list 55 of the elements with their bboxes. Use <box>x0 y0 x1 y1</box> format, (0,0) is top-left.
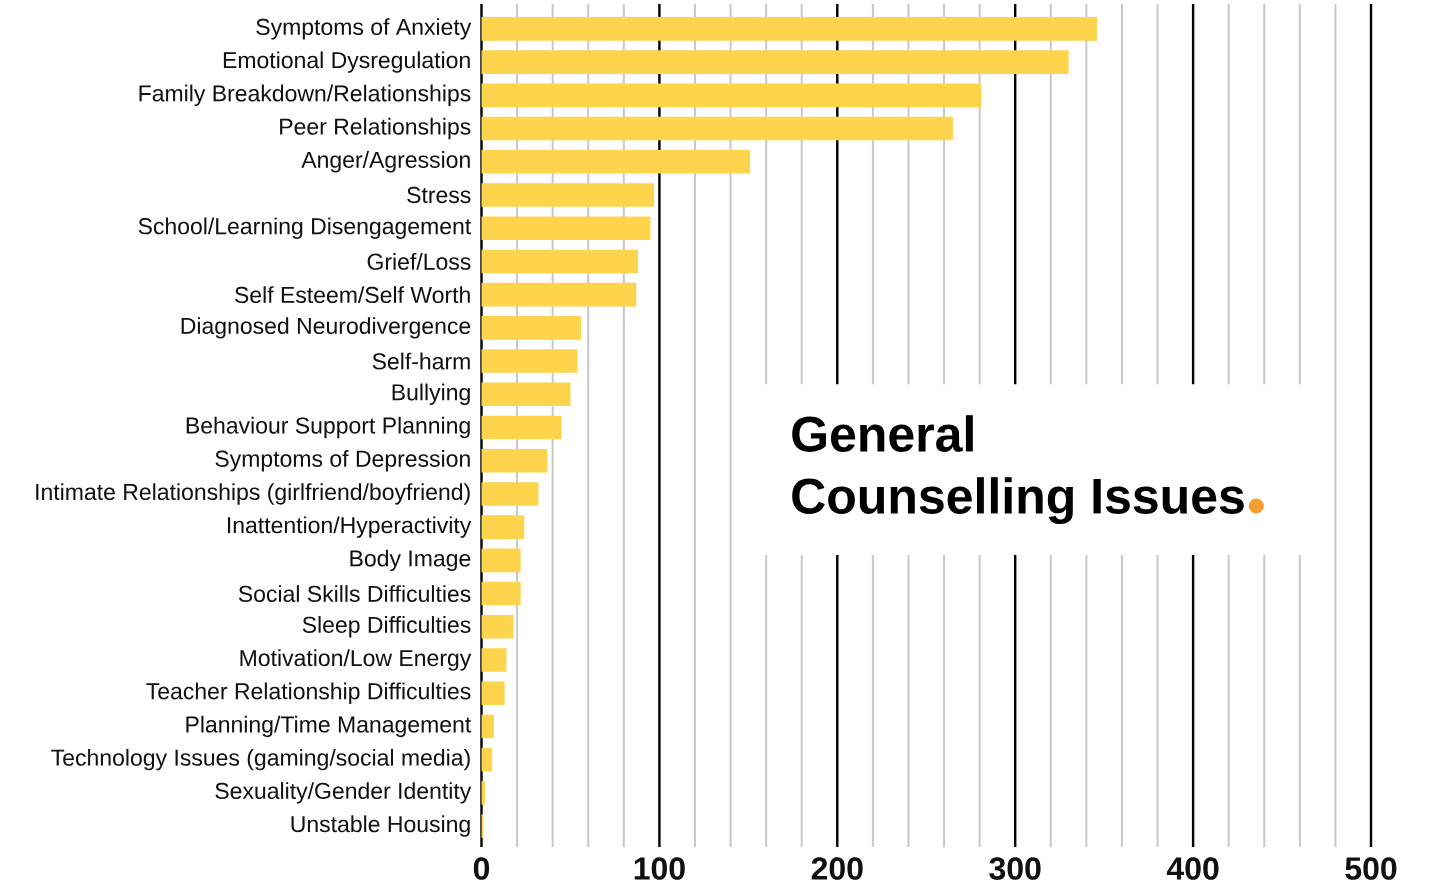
bar <box>481 548 521 573</box>
y-tick-label: Self-harm <box>372 352 470 370</box>
y-tick-label: Behaviour Support Planning <box>186 416 470 439</box>
bar <box>481 249 639 274</box>
y-tick-label: Sleep Difficulties <box>302 616 471 638</box>
y-tick-label: Peer Relationships <box>280 117 471 140</box>
y-tick-label: Anger/Agression <box>301 151 470 173</box>
x-tick-label: 0 <box>473 857 490 880</box>
y-tick-label: Body Image <box>350 549 471 572</box>
bar <box>481 316 582 340</box>
bar <box>481 282 637 307</box>
bar <box>481 482 539 506</box>
x-tick-label: 400 <box>1166 857 1219 880</box>
y-tick-label: Self Esteem/Self Worth <box>235 286 470 304</box>
y-tick-label: Motivation/Low Energy <box>240 649 472 671</box>
x-tick-label: 300 <box>989 857 1041 880</box>
y-tick-label: Teacher Relationship Difficulties <box>146 682 471 704</box>
text: General Counselling Issues <box>792 415 1244 525</box>
y-tick-label: Technology Issues (gaming/social media) <box>51 748 470 771</box>
bar <box>481 515 525 539</box>
y-tick-label: School/Learning Disengagement <box>138 217 472 239</box>
y-tick-label: Inattention/Hyperactivity <box>227 516 472 538</box>
bar <box>481 415 562 440</box>
bar <box>481 382 571 407</box>
y-tick-label: Bullying <box>392 383 470 405</box>
bar <box>481 116 953 141</box>
y-tick-label: Symptoms of Anxiety <box>256 18 472 40</box>
y-tick-label: Sexuality/Gender Identity <box>215 782 472 804</box>
x-tick-label: 500 <box>1345 857 1397 880</box>
bar <box>481 615 514 639</box>
y-tick-label: Family Breakdown/Relationships <box>139 84 471 107</box>
bar <box>481 149 751 174</box>
bar <box>481 50 1069 74</box>
y-tick-label: Intimate Relationships (girlfriend/boyfriend) <box>36 483 470 505</box>
bar <box>481 83 982 108</box>
y-tick-label: Stress <box>407 186 471 204</box>
x-tick-label: 200 <box>811 857 863 880</box>
bar <box>481 349 578 373</box>
y-tick-label: Planning/Time Management <box>186 715 472 738</box>
y-tick-label: Grief/Loss <box>367 252 471 270</box>
bar <box>481 714 494 739</box>
y-tick-label: Social Skills Difficulties <box>238 585 471 603</box>
bar <box>481 17 1098 41</box>
bar <box>481 747 493 772</box>
y-tick-label: Emotional Dysregulation <box>223 51 470 73</box>
y-tick-label: Symptoms of Depression <box>215 449 470 472</box>
y-tick-label: Unstable Housing <box>291 815 470 837</box>
bar <box>481 216 651 240</box>
x-tick-label: 100 <box>634 857 685 880</box>
bar <box>481 183 655 207</box>
bar <box>481 681 505 706</box>
y-tick-label: Diagnosed Neurodivergence <box>181 317 471 339</box>
bar <box>481 648 507 672</box>
bar <box>481 581 521 606</box>
bar <box>481 448 548 473</box>
